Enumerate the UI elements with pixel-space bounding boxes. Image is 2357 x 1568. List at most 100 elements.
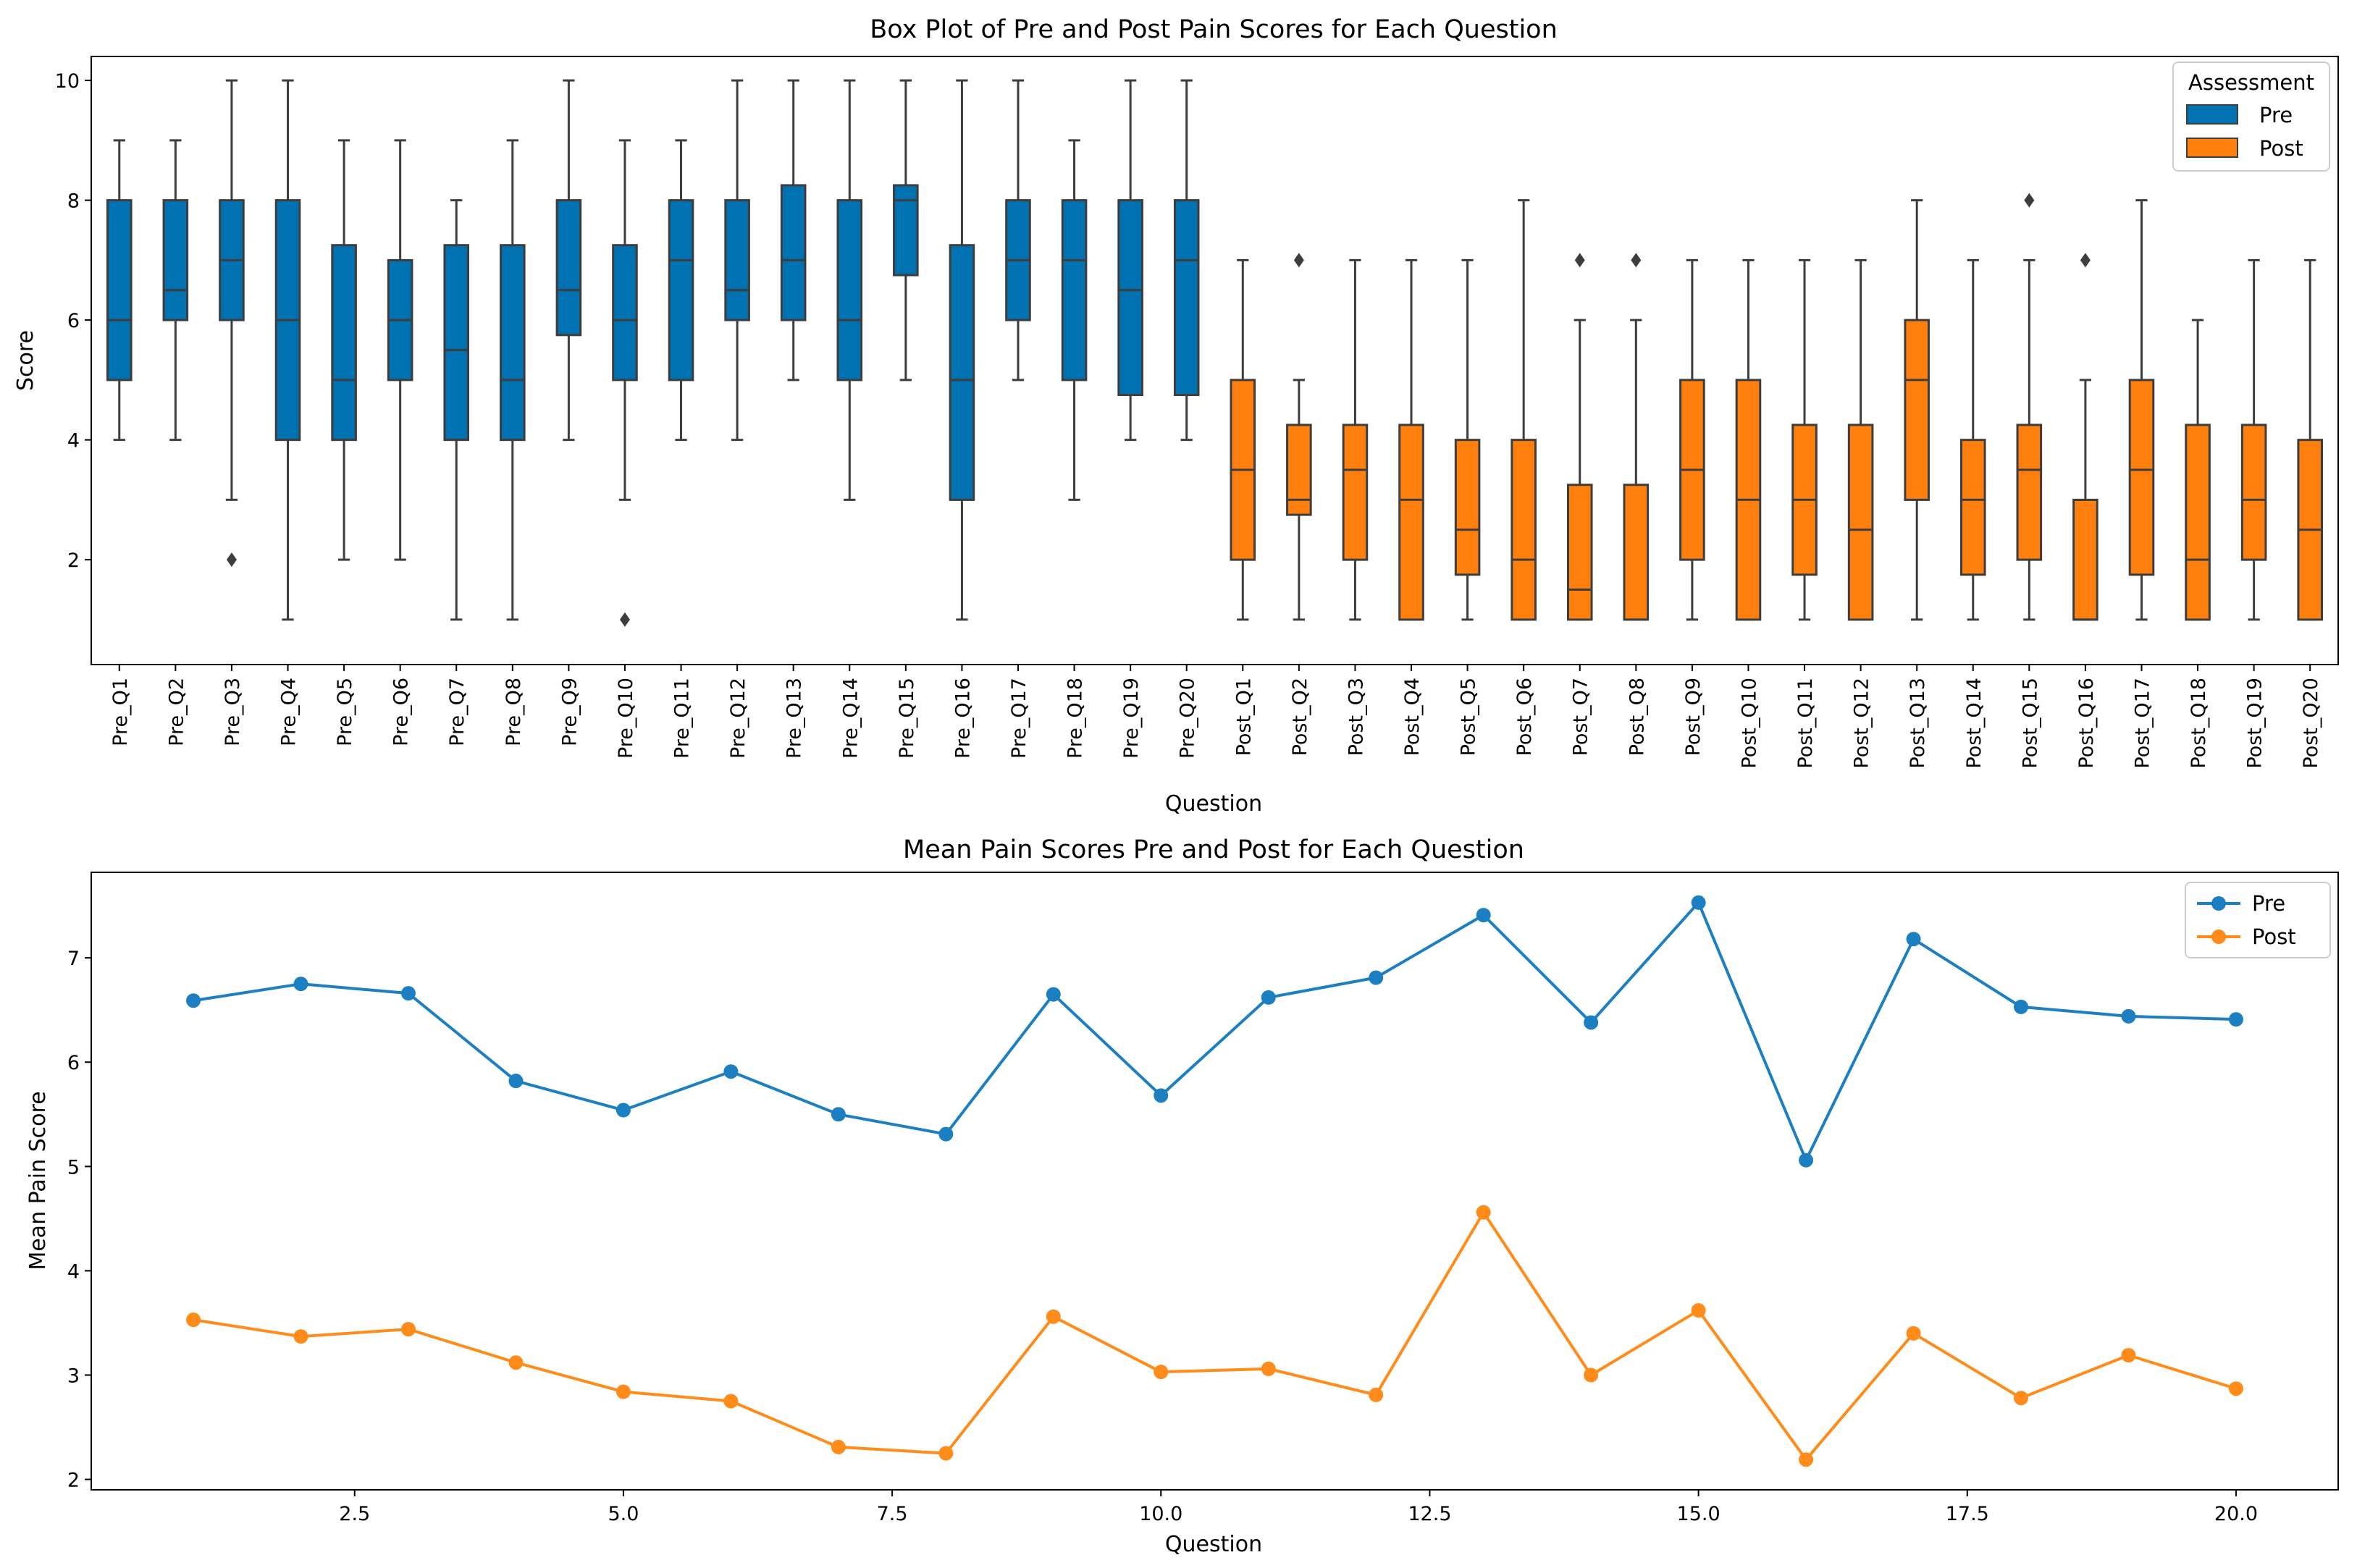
data-point-pre [831, 1107, 846, 1122]
box-x-tick-label: Pre_Q4 [278, 678, 301, 746]
line-y-tick-label: 3 [67, 1365, 80, 1388]
box-body [1847, 423, 1874, 621]
series-line-post [193, 1210, 2237, 1462]
data-point-post [723, 1394, 739, 1409]
data-point-post [400, 1322, 416, 1337]
box-x-tick-label: Post_Q7 [1570, 678, 1592, 756]
line-y-ticks: 2 3 4 5 6 7 [67, 948, 91, 1492]
box-x-tick-label: Pre_Q11 [671, 678, 694, 759]
box-body [724, 199, 750, 321]
data-point-post [2228, 1381, 2243, 1396]
line-x-tick-label: 12.5 [1408, 1503, 1451, 1525]
line-legend-marker-post [2211, 930, 2226, 944]
box-outlier [2080, 253, 2091, 268]
box-body [555, 199, 582, 337]
data-point-post [508, 1355, 524, 1370]
data-point-pre [2121, 1008, 2136, 1024]
box-x-tick-label: Post_Q11 [1794, 678, 1817, 769]
box-x-tick-label: Post_Q12 [1851, 678, 1873, 769]
data-point-post [1369, 1387, 1384, 1402]
box-body [780, 184, 807, 321]
box-legend-label-pre: Pre [2259, 103, 2293, 127]
data-point-post [1584, 1367, 1599, 1383]
box-body [1454, 439, 1481, 576]
line-y-tick-label: 6 [67, 1052, 80, 1074]
box-x-tick-label: Post_Q16 [2075, 678, 2098, 769]
box-x-tick-label: Post_Q9 [1682, 678, 1705, 756]
line-x-ticks: 2.5 5.0 7.5 10.0 12.5 15.0 17.5 20.0 [339, 1490, 2258, 1525]
data-point-post [1906, 1325, 1921, 1341]
data-point-pre [723, 1064, 739, 1079]
box-x-tick-label: Pre_Q6 [390, 678, 413, 746]
data-point-post [615, 1384, 631, 1399]
box-body [1061, 199, 1088, 382]
box-x-tick-label: Pre_Q13 [783, 678, 806, 759]
box-body [2240, 423, 2267, 561]
box-x-tick-label: Post_Q3 [1345, 678, 1367, 756]
data-point-pre [1261, 990, 1276, 1005]
box-legend-title: Assessment [2188, 70, 2314, 95]
box-x-tick-label: Pre_Q19 [1120, 678, 1143, 759]
line-x-tick-label: 2.5 [339, 1503, 370, 1525]
box-body [1511, 439, 1537, 621]
box-x-tick-label: Pre_Q7 [446, 678, 469, 746]
box-x-tick-label: Pre_Q18 [1064, 678, 1087, 759]
data-point-post [293, 1329, 308, 1344]
box-x-tick-label: Pre_Q10 [615, 678, 637, 759]
box-outlier [2024, 193, 2035, 208]
box-x-tick-label: Pre_Q5 [334, 678, 356, 746]
data-point-pre [1154, 1088, 1169, 1103]
box-x-tick-label: Post_Q4 [1401, 678, 1424, 756]
box-body [331, 244, 357, 442]
box-body [1342, 423, 1369, 561]
box-x-tick-label: Post_Q6 [1513, 678, 1536, 756]
line-legend-label-post: Post [2252, 924, 2296, 949]
line-legend-label-pre: Pre [2252, 891, 2285, 916]
box-x-tick-label: Pre_Q16 [951, 678, 974, 759]
line-x-tick-label: 10.0 [1139, 1503, 1182, 1525]
data-point-pre [186, 993, 201, 1008]
data-point-post [938, 1446, 954, 1461]
box-body [162, 199, 189, 321]
data-point-post [1476, 1205, 1491, 1220]
box-body [500, 244, 526, 442]
line-y-axis-label: Mean Pain Score [25, 1091, 51, 1270]
data-point-pre [1476, 908, 1491, 923]
data-point-pre [615, 1103, 631, 1118]
box-x-tick-label: Pre_Q15 [896, 678, 918, 759]
data-point-post [186, 1312, 201, 1328]
data-point-pre [1906, 932, 1921, 947]
box-x-tick-label: Pre_Q12 [727, 678, 749, 759]
box-plot-marks [106, 79, 2324, 627]
data-point-pre [1691, 895, 1706, 910]
box-y-tick-label: 10 [55, 70, 80, 93]
data-point-post [1691, 1303, 1706, 1318]
box-y-axis-label: Score [13, 330, 38, 391]
data-point-pre [2228, 1012, 2243, 1027]
data-point-post [831, 1439, 846, 1454]
box-x-ticks: Pre_Q1 Pre_Q2 Pre_Q3 Pre_Q4 Pre_Q5 Pre_Q6 Pre_… [109, 665, 2322, 769]
box-x-axis-label: Question [1165, 791, 1262, 817]
box-body [1623, 484, 1650, 621]
box-x-tick-label: Pre_Q2 [165, 678, 188, 746]
box-x-tick-label: Post_Q20 [2300, 678, 2322, 769]
box-body [949, 244, 975, 501]
box-body [1959, 439, 1986, 576]
box-body [893, 184, 919, 277]
box-x-tick-label: Pre_Q1 [109, 678, 132, 746]
box-x-tick-label: Pre_Q9 [558, 678, 581, 746]
data-point-post [1154, 1365, 1169, 1380]
line-legend-marker-pre [2211, 896, 2226, 911]
box-y-tick-label: 2 [67, 549, 80, 572]
line-y-tick-label: 2 [67, 1470, 80, 1492]
box-body [1566, 484, 1593, 621]
line-y-tick-label: 7 [67, 948, 80, 970]
box-x-tick-label: Post_Q8 [1626, 678, 1648, 756]
box-x-tick-label: Post_Q2 [1289, 678, 1311, 756]
box-x-tick-label: Post_Q14 [1963, 678, 1986, 769]
box-x-tick-label: Post_Q17 [2131, 678, 2154, 769]
series-line-pre [193, 901, 2237, 1162]
box-outlier [1293, 253, 1304, 268]
data-point-post [1799, 1452, 1814, 1467]
